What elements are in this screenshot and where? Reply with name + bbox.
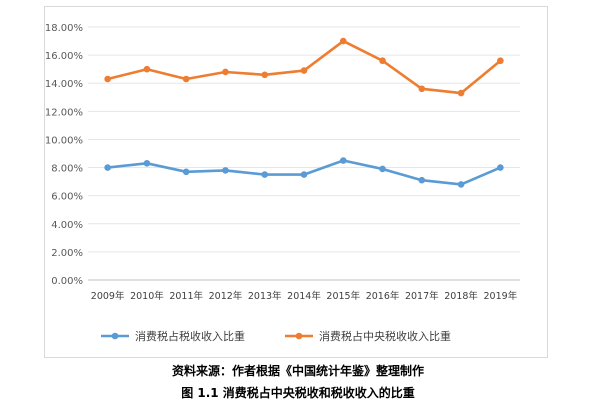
x-tick-label: 2017年 (405, 290, 439, 302)
x-tick-label: 2014年 (287, 290, 321, 302)
legend-marker-2 (295, 332, 303, 340)
x-tick-label: 2010年 (130, 290, 164, 302)
data-point-2 (182, 75, 190, 83)
x-tick-label: 2011年 (169, 290, 203, 302)
y-tick-label: 10.00% (45, 135, 83, 146)
y-tick-label: 4.00% (51, 220, 83, 231)
legend-marker-1 (111, 332, 119, 340)
legend-label-1: 消费税占税收收入比重 (135, 329, 245, 343)
x-tick-label: 2016年 (366, 290, 400, 302)
y-tick-label: 6.00% (51, 192, 83, 203)
y-tick-label: 8.00% (51, 164, 83, 175)
data-point-1 (418, 176, 426, 184)
data-point-2 (457, 89, 465, 97)
x-tick-label: 2012年 (209, 290, 243, 302)
data-point-1 (457, 181, 465, 188)
data-point-1 (222, 167, 229, 174)
line-chart: 0.00% 2.00% 4.00% 6.00% 8.00% 10.00% 12.00% 14.… (45, 23, 520, 343)
data-point-1 (300, 171, 308, 178)
x-tick-label: 2019年 (484, 290, 518, 302)
data-point-2 (104, 75, 111, 83)
legend-label-2: 消费税占中央税收收入比重 (319, 329, 451, 343)
data-point-2 (339, 37, 347, 45)
data-point-1 (182, 168, 190, 176)
figure-caption: 图 1.1 消费税占中央税收和税收收入的比重 (181, 386, 415, 400)
y-tick-label: 2.00% (51, 248, 83, 259)
x-tick-label: 2018年 (444, 290, 478, 302)
data-point-2 (222, 68, 229, 76)
data-point-2 (418, 85, 426, 93)
data-point-1 (143, 160, 151, 167)
data-point-1 (379, 165, 386, 173)
data-point-1 (104, 164, 111, 171)
y-tick-label: 18.00% (45, 23, 83, 34)
data-point-2 (300, 67, 308, 74)
x-tick-label: 2009年 (91, 290, 125, 302)
x-tick-label: 2013年 (248, 290, 282, 302)
y-tick-label: 14.00% (45, 79, 83, 90)
data-point-1 (261, 171, 269, 178)
chart-frame: 0.00% 2.00% 4.00% 6.00% 8.00% 10.00% 12.00% 14.… (44, 6, 548, 358)
data-point-1 (497, 164, 504, 171)
y-tick-label: 0.00% (51, 276, 83, 287)
source-note: 资料来源：作者根据《中国统计年鉴》整理制作 (171, 364, 424, 378)
series-line-2 (107, 39, 502, 95)
data-point-2 (379, 57, 386, 65)
data-point-2 (143, 65, 151, 73)
data-point-1 (339, 157, 347, 164)
y-tick-label: 16.00% (45, 51, 83, 62)
y-tick-label: 12.00% (45, 107, 83, 118)
data-point-2 (497, 57, 504, 65)
data-point-2 (261, 71, 269, 79)
x-tick-label: 2015年 (326, 290, 360, 302)
